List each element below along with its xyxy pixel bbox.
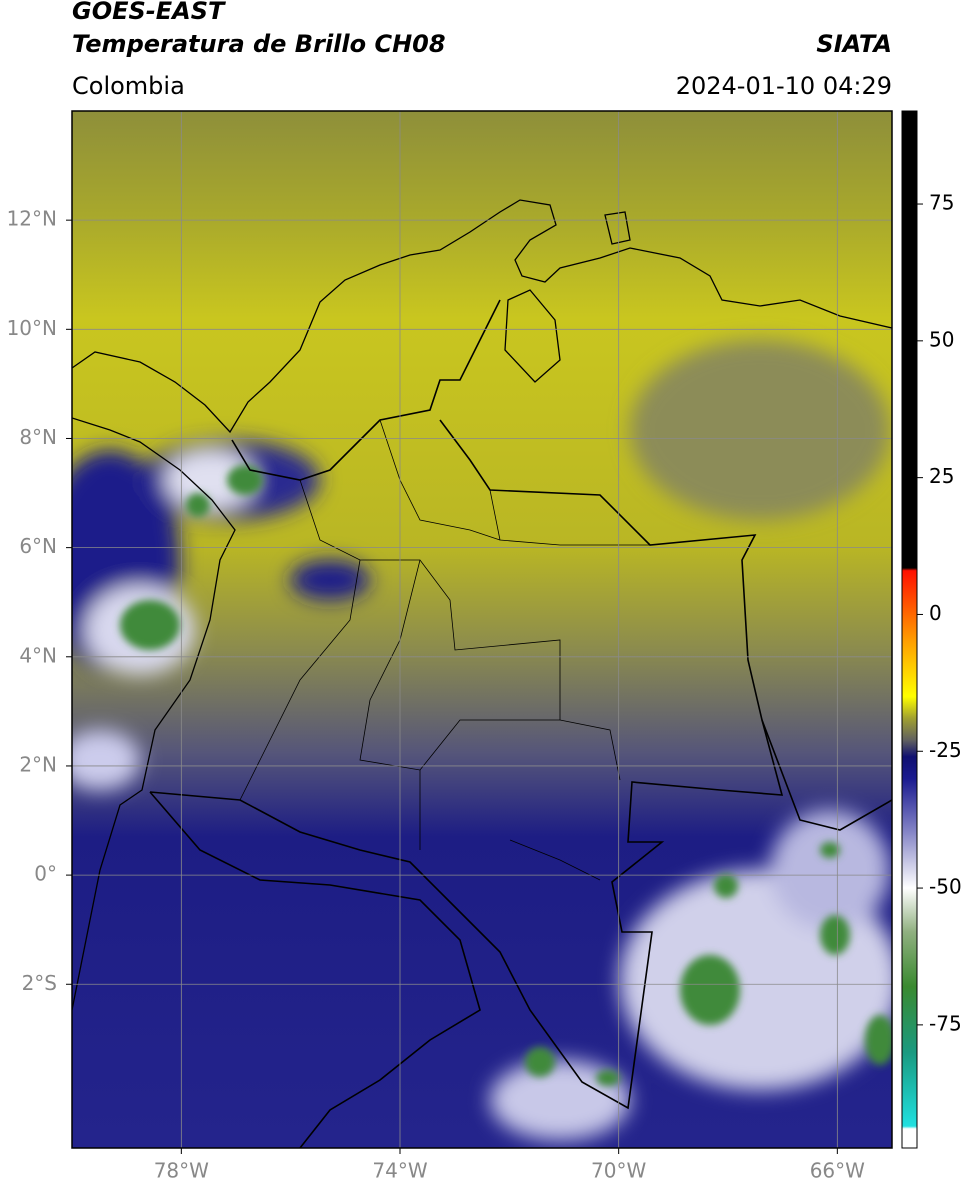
- y-tick-label: 8°N: [19, 425, 57, 449]
- source: SIATA: [816, 30, 892, 58]
- imagery: [72, 111, 892, 1148]
- colorbar-label: -50: [929, 875, 962, 899]
- y-tick-label: 0°: [34, 862, 57, 886]
- y-tick-label: 10°N: [7, 316, 57, 340]
- datetime: 2024-01-10 04:29: [676, 72, 892, 100]
- colorbar-label: 50: [929, 327, 954, 351]
- header-line: GOES-EAST: [72, 0, 226, 25]
- x-tick-label: 66°W: [810, 1159, 865, 1183]
- colorbar: [901, 110, 918, 1149]
- x-tick-label: 74°W: [372, 1159, 427, 1183]
- y-tick-label: 6°N: [19, 534, 57, 558]
- map-frame: [71, 110, 893, 1149]
- colorbar-label: 25: [929, 464, 954, 488]
- colorbar-label: -25: [929, 738, 962, 762]
- colorbar-label: 75: [929, 191, 954, 215]
- colorbar-label: -75: [929, 1011, 962, 1035]
- colorbar-label: 0: [929, 601, 942, 625]
- y-tick-label: 4°N: [19, 643, 57, 667]
- y-tick-label: 12°N: [7, 207, 57, 231]
- title: Temperatura de Brillo CH08: [72, 30, 446, 58]
- y-tick-label: 2°S: [22, 971, 57, 995]
- x-tick-label: 78°W: [154, 1159, 209, 1183]
- x-tick-label: 70°W: [591, 1159, 646, 1183]
- y-tick-label: 2°N: [19, 752, 57, 776]
- region: Colombia: [72, 72, 185, 100]
